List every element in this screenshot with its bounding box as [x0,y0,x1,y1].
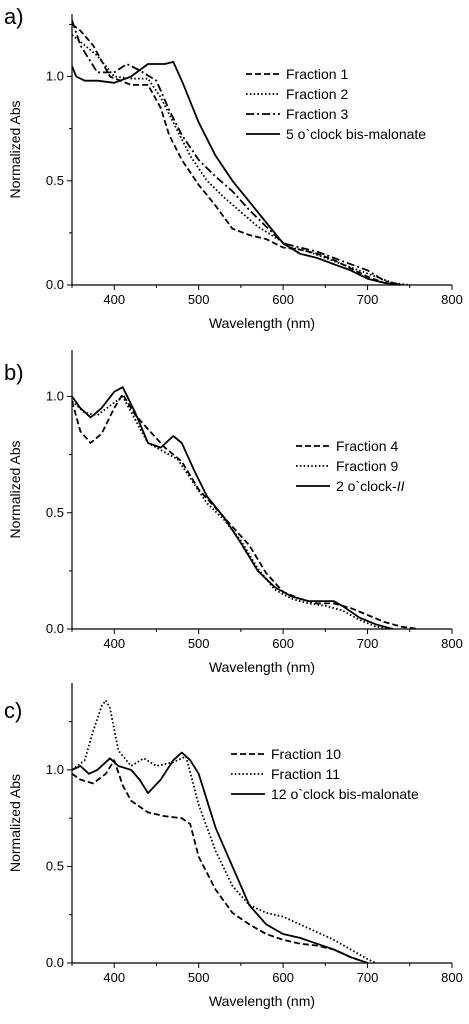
legend-label: 12 o`clock bis-malonate [271,786,419,802]
y-axis-label: Normalized Abs [7,774,23,872]
y-tick-label: 1.0 [46,69,64,84]
y-axis-label: Normalized Abs [7,100,23,198]
x-tick-label: 600 [272,636,294,651]
panel-b: b) 400 500 600 700 800 0.0 0.5 1.0 Wavelength (nm… [4,350,463,675]
x-tick-label: 400 [103,970,125,985]
x-tick-label: 800 [441,970,463,985]
series-line [72,20,402,285]
legend-label: 5 o`clock bis-malonate [286,126,426,142]
y-tick-label: 1.0 [46,762,64,777]
y-tick-label: 0.0 [46,621,64,636]
legend-label: Fraction 10 [271,746,341,762]
legend-label: Fraction 3 [286,106,348,122]
x-tick-label: 600 [272,970,294,985]
x-tick-label: 800 [441,292,463,307]
legend-label: Fraction 1 [286,66,348,82]
series-line [72,759,368,963]
series-line [72,751,368,963]
y-tick-label: 0.0 [46,955,64,970]
legend-label: Fraction 2 [286,86,348,102]
x-tick-label: 700 [357,292,379,307]
series-line [72,393,419,629]
panel-c: c) 400 500 600 700 800 0.0 0.5 1.0 Wavelength (nm… [4,683,463,1009]
x-tick-label: 700 [357,636,379,651]
y-tick-label: 0.5 [46,858,64,873]
y-axis-label: Normalized Abs [7,440,23,538]
x-tick-label: 500 [188,292,210,307]
x-tick-label: 700 [357,970,379,985]
x-tick-label: 500 [188,970,210,985]
x-axis-label: Wavelength (nm) [209,993,315,1009]
legend-label: Fraction 9 [336,458,398,474]
y-tick-label: 0.5 [46,173,64,188]
x-axis-label: Wavelength (nm) [209,315,315,331]
x-tick-label: 800 [441,636,463,651]
panel-letter: b) [4,360,24,385]
x-tick-label: 600 [272,292,294,307]
y-tick-label: 0.5 [46,505,64,520]
y-tick-label: 1.0 [46,389,64,404]
x-tick-label: 400 [103,636,125,651]
x-tick-label: 500 [188,636,210,651]
legend-label: Fraction 4 [336,438,398,454]
panel-letter: c) [4,698,22,723]
series-line [72,34,410,285]
series-line [72,61,402,285]
series-line [72,386,394,629]
series-line [72,395,394,629]
legend-label: Fraction 11 [271,766,340,782]
series-line [72,23,402,285]
legend-label: 2 o`clock-II [336,478,405,494]
series-line [72,699,377,963]
panel-a: a) 400 500 600 700 800 0.0 0.5 1.0 Wavelength (nm… [4,4,463,331]
x-tick-label: 400 [103,292,125,307]
y-tick-label: 0.0 [46,277,64,292]
x-axis-label: Wavelength (nm) [209,659,315,675]
panel-letter: a) [4,4,24,29]
